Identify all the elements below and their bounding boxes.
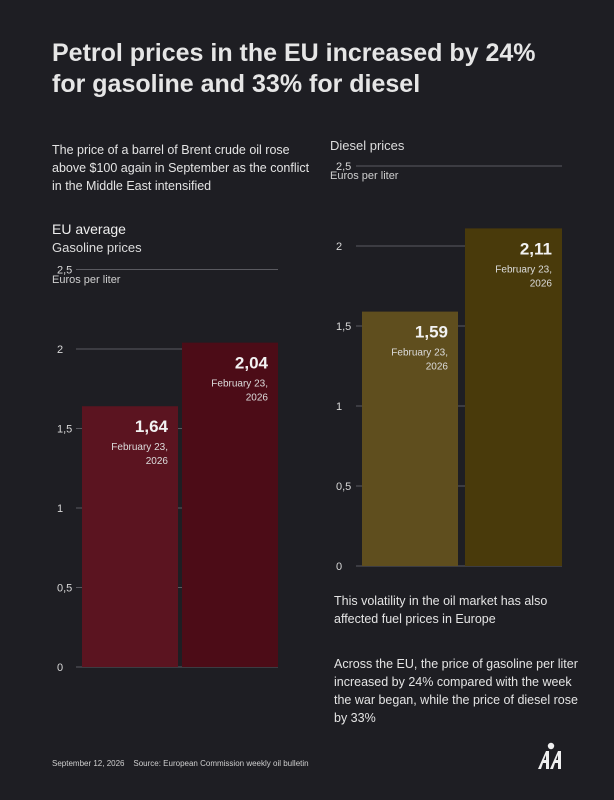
gasoline-bar-value-label: 1,64 [135,417,169,436]
gasoline-y-tick-label: 2,5 [57,265,72,277]
diesel-bar-date-label: 2026 [530,278,553,289]
gasoline-bar-date-label: 2026 [246,393,269,404]
diesel-y-tick-label: 1 [336,401,342,413]
gasoline-bar-date-label: 2026 [146,456,169,467]
diesel-y-tick-label: 2,5 [336,161,351,173]
gasoline-y-tick-label: 2 [57,344,63,356]
footer-source: Source: European Commission weekly oil b… [133,759,309,768]
gasoline-y-tick-label: 1 [57,503,63,515]
gasoline-y-tick-label: 0,5 [57,583,72,595]
diesel-chart-subtitle: Diesel prices [330,138,405,153]
intro-text: The price of a barrel of Brent crude oil… [52,143,310,193]
diesel-bar-date-label: February 23, [495,264,552,275]
aa-logo-icon [538,742,561,769]
gasoline-unit-label: Euros per liter [52,274,121,286]
diesel-bar-date-label: 2026 [426,362,449,373]
diesel-bar-date-label: February 23, [391,348,448,359]
diesel-bar [362,311,458,566]
gasoline-bar [82,406,178,667]
gasoline-bar [182,342,278,667]
gasoline-bar-date-label: February 23, [111,442,168,453]
gasoline-y-tick-label: 1,5 [57,424,72,436]
diesel-y-tick-label: 0 [336,561,342,573]
footer: September 12, 2026 Source: European Comm… [52,759,309,768]
body-text-comparison: Across the EU, the price of gasoline per… [334,657,578,725]
diesel-bar [465,228,562,566]
diesel-unit-label: Euros per liter [330,170,399,182]
body-text-volatility: This volatility in the oil market has al… [334,594,548,626]
diesel-bar-value-label: 2,11 [520,239,552,258]
diesel-y-tick-label: 2 [336,241,342,253]
page-title: Petrol prices in the EU increased by 24%… [52,39,536,98]
gasoline-chart-heading: EU average [52,221,126,237]
diesel-bar-value-label: 1,59 [415,323,448,342]
diesel-y-tick-label: 1,5 [336,321,351,333]
footer-date: September 12, 2026 [52,759,125,768]
diesel-y-tick-label: 0,5 [336,481,351,493]
gasoline-y-tick-label: 0 [57,662,63,674]
gasoline-bar-value-label: 2,04 [235,354,269,373]
gasoline-chart-subtitle: Gasoline prices [52,240,142,255]
gasoline-bar-date-label: February 23, [211,379,268,390]
